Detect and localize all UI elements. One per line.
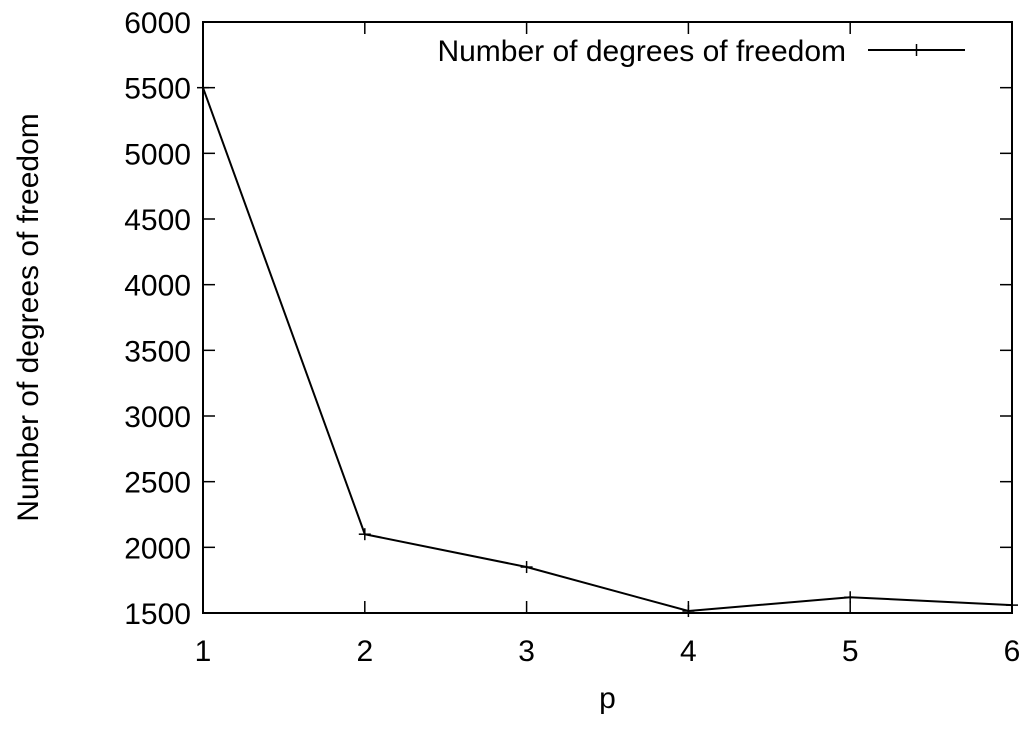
plot-area-frame (202, 21, 1013, 614)
legend-marker-plus (910, 44, 923, 56)
data-point (358, 528, 371, 541)
y-tick-label: 2000 (124, 532, 191, 565)
y-tick-label: 4500 (124, 204, 191, 237)
y-tick-label: 6000 (124, 7, 191, 40)
x-tick-label: 2 (356, 635, 373, 668)
y-tick-label: 3500 (124, 335, 191, 368)
legend: Number of degrees of freedom (437, 35, 965, 68)
series-layer (197, 81, 1018, 618)
y-tick-label: 5000 (124, 138, 191, 171)
series-line (202, 87, 1013, 613)
data-point (844, 591, 857, 604)
x-tick-label: 5 (842, 635, 859, 668)
data-point (520, 561, 533, 574)
y-axis-ticks: 1500 2000 2500 3000 3500 4000 4500 5000 5500 6000 (124, 7, 1012, 631)
y-tick-label: 4000 (124, 270, 191, 303)
x-axis-label: p (599, 682, 616, 715)
data-point (682, 605, 695, 618)
y-tick-label: 5500 (124, 73, 191, 106)
data-point (197, 81, 209, 94)
y-axis-label: Number of degrees of freedom (12, 113, 45, 522)
legend-label: Number of degrees of freedom (437, 35, 846, 68)
x-tick-label: 3 (518, 635, 535, 668)
y-tick-label: 3000 (124, 401, 191, 434)
x-tick-label: 4 (680, 635, 697, 668)
x-tick-label: 6 (1004, 635, 1021, 668)
y-tick-label: 1500 (124, 598, 191, 631)
legend-marker (910, 44, 923, 56)
x-axis-ticks: 1 2 3 4 5 6 (195, 22, 1021, 668)
data-point (1006, 599, 1018, 612)
x-tick-label: 1 (195, 635, 212, 668)
y-tick-label: 2500 (124, 467, 191, 500)
